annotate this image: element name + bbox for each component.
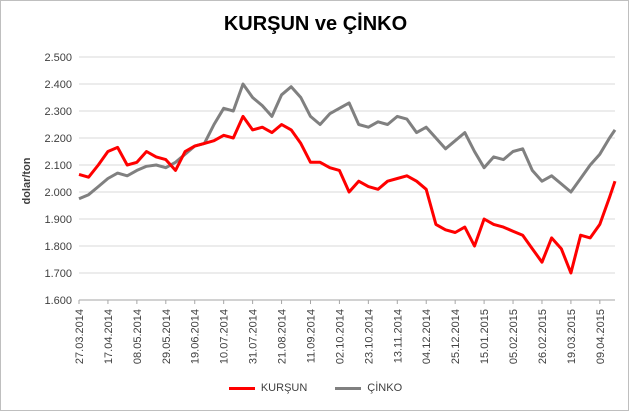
y-tick-label: 2.400 [44, 79, 72, 91]
legend-label-cinko: ÇİNKO [367, 382, 403, 394]
y-tick-label: 1.800 [44, 241, 72, 253]
y-tick-label: 2.300 [44, 106, 72, 118]
x-axis-tick-labels: 27.03.2014 17.04.2014 08.05.2014 29.05.2014… [74, 300, 607, 364]
legend-swatch-kursun [228, 386, 255, 390]
y-tick-label: 2.000 [44, 187, 72, 199]
x-tick-label: 27.03.2014 [74, 309, 86, 364]
x-tick-label: 04.12.2014 [421, 309, 433, 364]
legend-swatch-cinko [335, 386, 362, 390]
x-tick-label: 19.06.2014 [190, 309, 202, 364]
chart-title: KURŞUN ve ÇİNKO [223, 13, 408, 35]
x-tick-label: 11.09.2014 [305, 309, 317, 363]
x-tick-label: 10.07.2014 [219, 309, 231, 364]
x-tick-label: 17.04.2014 [103, 309, 115, 364]
x-tick-label: 31.07.2014 [248, 309, 260, 364]
x-tick-label: 23.10.2014 [363, 309, 375, 364]
x-tick-label: 19.03.2015 [566, 309, 578, 364]
x-tick-label: 05.02.2015 [508, 309, 520, 364]
x-tick-label: 13.11.2014 [392, 309, 404, 363]
x-tick-label: 26.02.2015 [537, 309, 549, 364]
x-tick-label: 29.05.2014 [161, 309, 173, 364]
legend-label-kursun: KURŞUN [260, 382, 308, 394]
y-axis-title: dolar/ton [21, 157, 33, 204]
x-tick-label: 25.12.2014 [450, 309, 462, 364]
series-line-cinko [78, 82, 617, 201]
series-line-kursun [78, 114, 617, 275]
legend-item-kursun: KURŞUN [228, 382, 308, 394]
y-tick-label: 2.500 [44, 52, 72, 64]
y-axis-tick-labels: 1.600 1.700 1.800 1.900 2.000 2.100 2.200 2.300… [44, 52, 72, 307]
y-tick-label: 1.700 [44, 268, 72, 280]
series-lines [78, 82, 617, 275]
legend: KURŞUN ÇİNKO [1, 382, 629, 394]
x-tick-label: 08.05.2014 [132, 309, 144, 364]
y-tick-label: 1.900 [44, 214, 72, 226]
grid-lines [79, 56, 615, 301]
x-tick-label: 02.10.2014 [334, 309, 346, 364]
legend-item-cinko: ÇİNKO [335, 382, 402, 394]
y-tick-label: 2.100 [44, 160, 72, 172]
x-tick-label: 15.01.2015 [479, 309, 491, 364]
y-tick-label: 2.200 [44, 133, 72, 145]
x-tick-label: 21.08.2014 [277, 309, 289, 364]
y-tick-label: 1.600 [44, 295, 72, 307]
x-tick-label: 09.04.2015 [595, 309, 607, 364]
